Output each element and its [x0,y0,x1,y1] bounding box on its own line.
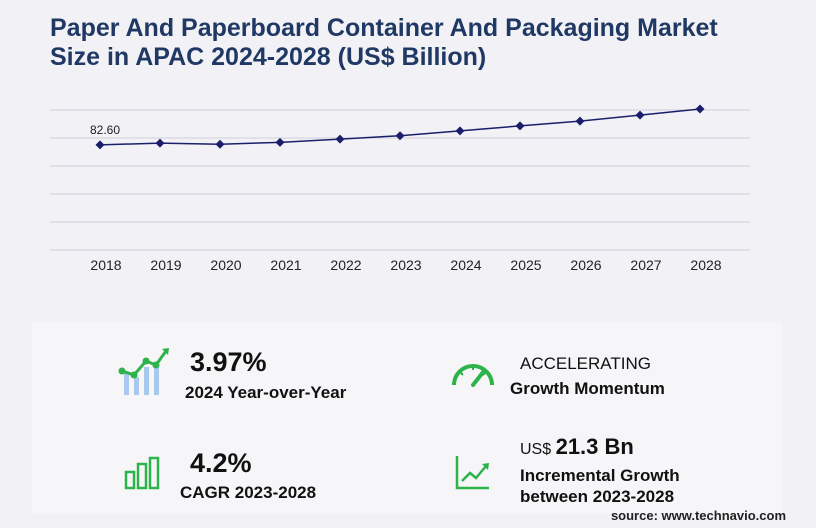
data-point [455,126,465,136]
x-tick-label: 2024 [450,257,481,273]
cagr-label: CAGR 2023-2028 [180,483,317,502]
data-point [575,116,585,126]
x-tick-label: 2021 [270,257,301,273]
incremental-label-line1: Incremental Growth [520,466,680,485]
incremental-label-line2: between 2023-2028 [520,487,675,506]
stats-panel: 3.97% 2024 Year-over-Year ACCELERATING G… [32,323,782,513]
data-point [335,134,345,144]
x-tick-label: 2020 [210,257,241,273]
x-tick-label: 2022 [330,257,361,273]
x-tick-label: 2026 [570,257,601,273]
data-point [635,110,645,120]
chart-grid [50,109,750,251]
chart-series: 82.60 [90,104,705,150]
x-tick-label: 2018 [90,257,121,273]
yoy-label: 2024 Year-over-Year [185,383,347,402]
line-chart: 2018 2019 2020 2021 2022 2023 2024 2025 2026 2027… [50,104,750,273]
data-point [95,140,105,150]
incremental-value-group: US$ 21.3 Bn [520,434,634,460]
speedometer-icon [452,364,494,387]
momentum-label: Growth Momentum [510,379,665,398]
x-tick-label: 2023 [390,257,421,273]
x-tick-label: 2027 [630,257,661,273]
data-label: 82.60 [90,123,120,137]
x-tick-label: 2028 [690,257,721,273]
bar-chart-icon [124,456,160,490]
bar-chart-growth-icon [118,348,169,395]
source-note: source: www.technavio.com [610,508,786,523]
x-tick-label: 2025 [510,257,541,273]
trend-line-icon [455,456,489,490]
data-point [215,139,225,149]
x-tick-label: 2019 [150,257,181,273]
chart-title: Paper And Paperboard Container And Packa… [50,14,718,71]
data-point [695,104,705,114]
x-axis-tick-labels: 2018 2019 2020 2021 2022 2023 2024 2025 2026 2027… [90,257,721,273]
momentum-value: ACCELERATING [520,354,651,373]
data-point [155,138,165,148]
cagr-value: 4.2% [190,448,252,478]
yoy-value: 3.97% [190,347,267,377]
incremental-prefix: US$ [520,441,552,458]
data-point [275,137,285,147]
data-point [395,131,405,141]
incremental-value: 21.3 Bn [555,434,634,459]
data-point [515,121,525,131]
